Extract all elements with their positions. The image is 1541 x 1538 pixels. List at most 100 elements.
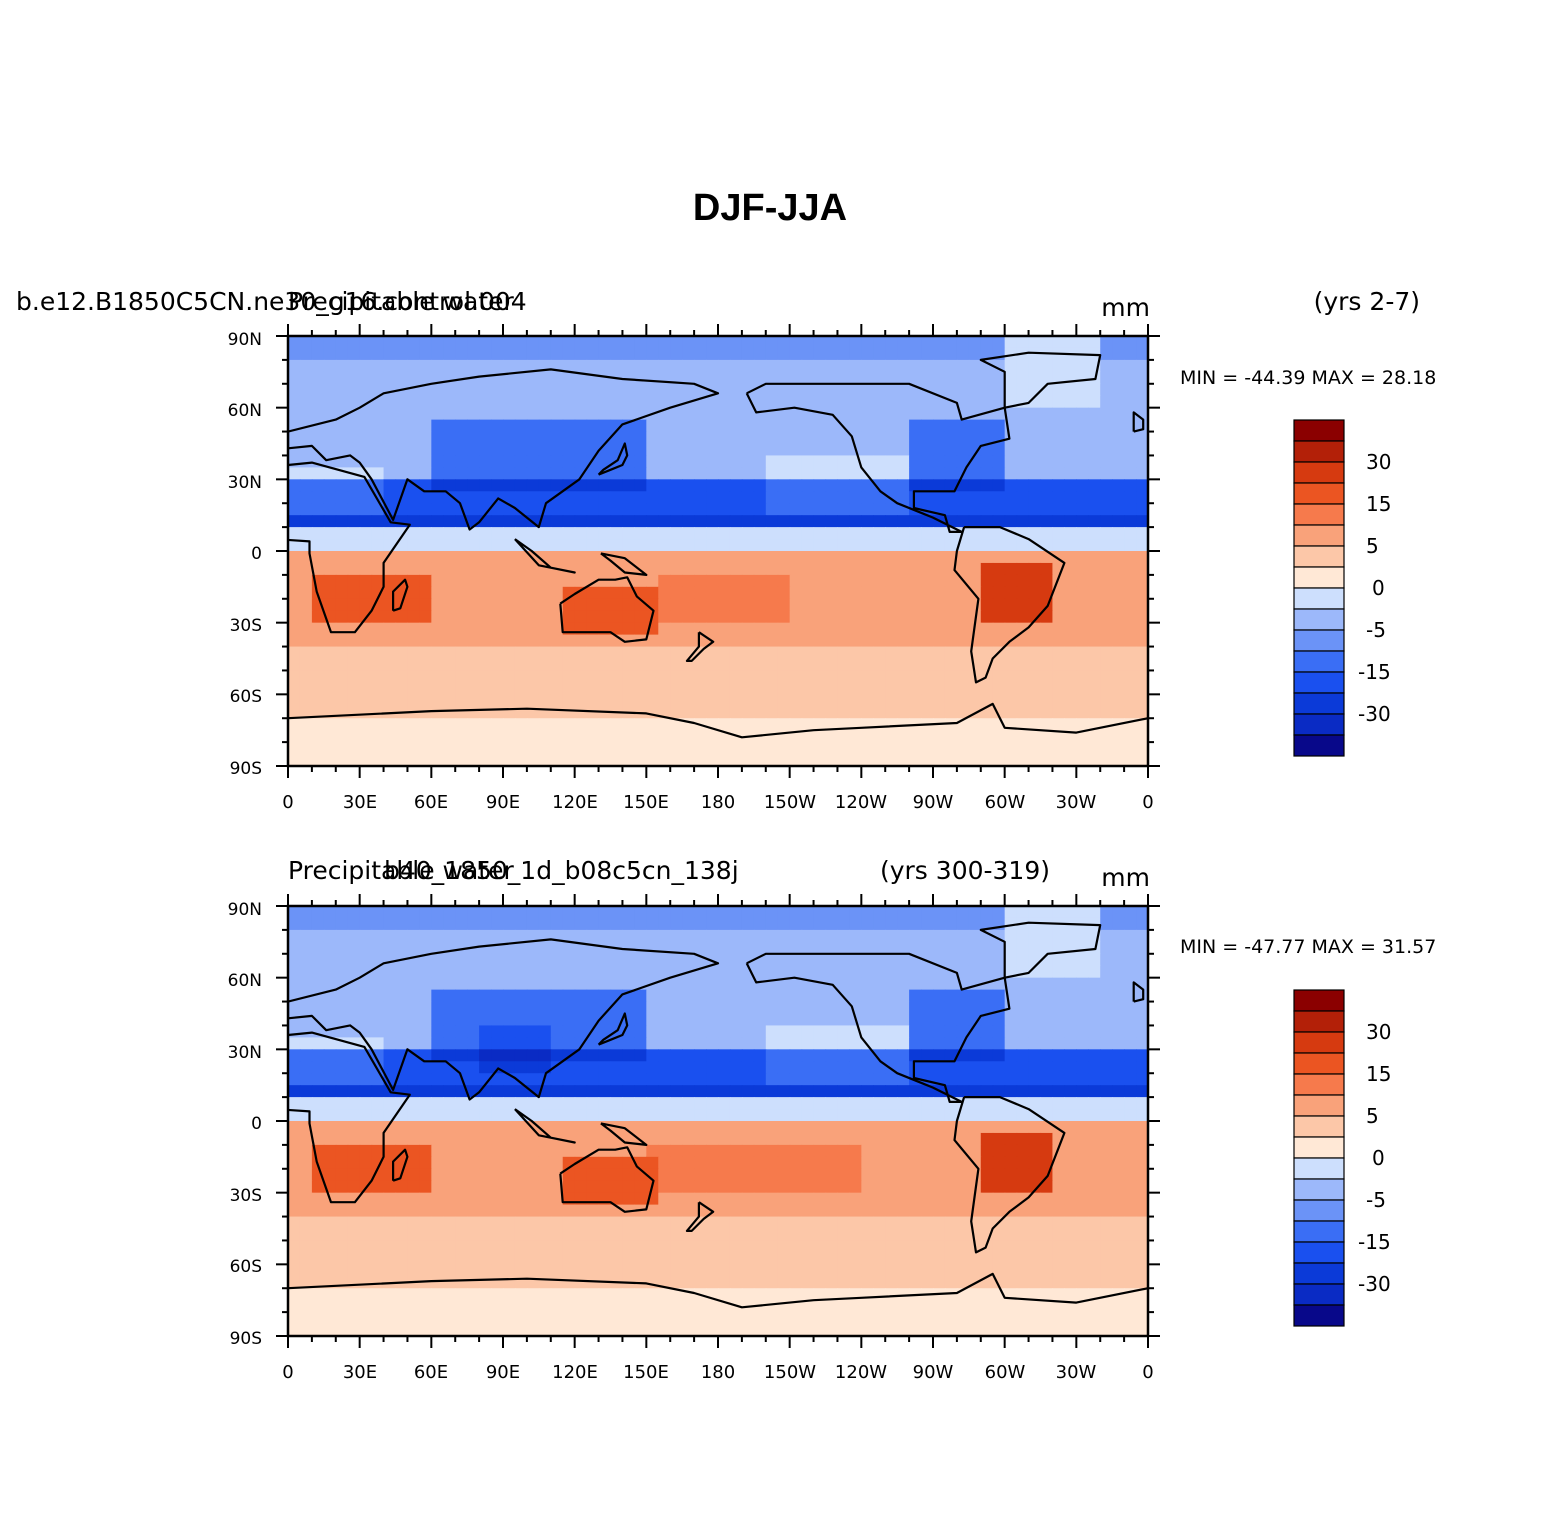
field-cell <box>897 419 910 433</box>
field-cell <box>550 539 564 552</box>
field-cell <box>992 551 1006 564</box>
field-cell <box>765 1252 779 1265</box>
field-cell <box>789 1109 803 1122</box>
field-cell <box>897 1132 910 1146</box>
field-cell <box>514 395 528 409</box>
field-cell <box>873 1144 886 1158</box>
field-cell <box>992 1049 1006 1062</box>
field-cell <box>1004 929 1018 943</box>
field-cell <box>706 1192 719 1206</box>
field-cell <box>861 1109 874 1122</box>
field-cell <box>371 1204 385 1218</box>
field-cell <box>574 1001 588 1015</box>
field-cell <box>753 1192 767 1206</box>
field-cell <box>1136 539 1148 552</box>
field-cell <box>443 1156 456 1170</box>
field-cell <box>765 1049 779 1062</box>
field-cell <box>944 1204 958 1218</box>
field-cell <box>765 383 779 397</box>
field-cell <box>909 395 922 409</box>
field-cell <box>861 551 874 564</box>
field-cell <box>753 359 767 373</box>
field-cell <box>706 1240 719 1253</box>
field-cell <box>849 347 862 361</box>
field-cell <box>956 1192 970 1206</box>
field-cell <box>383 455 397 468</box>
field-cell <box>538 989 552 1003</box>
field-cell <box>718 1192 731 1206</box>
field-cell <box>980 586 994 600</box>
field-cell <box>1124 754 1137 766</box>
field-cell <box>311 658 325 672</box>
field-cell <box>909 965 922 979</box>
field-cell <box>1112 1073 1125 1086</box>
field-cell <box>1112 634 1125 648</box>
field-cell <box>634 443 647 457</box>
field-cell <box>885 1252 898 1265</box>
field-cell <box>1016 419 1030 433</box>
field-cell <box>944 1013 958 1027</box>
field-cell <box>634 1264 647 1277</box>
field-cell <box>885 1192 898 1206</box>
field-cell <box>491 479 504 492</box>
field-cell <box>407 646 420 660</box>
field-cell <box>694 479 707 492</box>
field-cell <box>1040 336 1054 349</box>
field-cell <box>873 503 886 516</box>
field-cell <box>299 682 313 695</box>
field-cell <box>526 1061 540 1074</box>
field-cell <box>514 989 528 1003</box>
field-cell <box>503 574 516 588</box>
field-cell <box>765 443 779 457</box>
field-cell <box>1016 1144 1030 1158</box>
field-cell <box>777 443 791 457</box>
field-cell <box>968 503 982 516</box>
field-cell <box>383 1132 397 1146</box>
field-cell <box>909 658 922 672</box>
field-cell <box>431 989 444 1003</box>
field-cell <box>968 1228 982 1242</box>
field-cell <box>873 491 886 504</box>
field-cell <box>1124 1168 1137 1182</box>
field-cell <box>1088 977 1101 991</box>
field-cell <box>825 953 839 967</box>
field-cell <box>968 1037 982 1050</box>
field-cell <box>443 634 456 648</box>
field-cell <box>980 539 994 552</box>
field-cell <box>706 730 719 743</box>
field-cell <box>383 407 397 421</box>
field-cell <box>1112 336 1125 349</box>
field-cell <box>789 718 803 731</box>
field-cell <box>1112 1097 1125 1110</box>
field-cell <box>1100 455 1113 468</box>
field-cell <box>729 941 743 955</box>
field-cell <box>479 383 492 397</box>
field-cell <box>1124 479 1137 492</box>
field-cell <box>897 953 910 967</box>
field-cell <box>1004 754 1018 766</box>
field-cell <box>765 467 779 480</box>
field-cell <box>323 1252 337 1265</box>
field-cell <box>1016 371 1030 385</box>
field-cell <box>443 1013 456 1027</box>
field-cell <box>1100 682 1113 695</box>
field-cell <box>395 965 409 979</box>
field-cell <box>383 1001 397 1015</box>
panel-top: b.e12.B1850C5CN.ne30_g16.control.004 Pre… <box>16 287 1436 813</box>
field-cell <box>1124 503 1137 516</box>
field-cell <box>670 917 683 931</box>
field-cell <box>956 906 970 919</box>
field-cell <box>933 634 946 648</box>
field-cell <box>837 634 850 648</box>
field-cell <box>729 1156 743 1170</box>
field-cell <box>909 586 922 600</box>
field-cell <box>956 929 970 943</box>
field-cell <box>634 1180 647 1194</box>
field-cell <box>741 1264 755 1277</box>
field-cell <box>992 455 1006 468</box>
field-cell <box>431 1156 444 1170</box>
field-cell <box>598 989 612 1003</box>
field-cell <box>562 1061 576 1074</box>
field-cell <box>359 1228 373 1242</box>
field-cell <box>443 491 456 504</box>
